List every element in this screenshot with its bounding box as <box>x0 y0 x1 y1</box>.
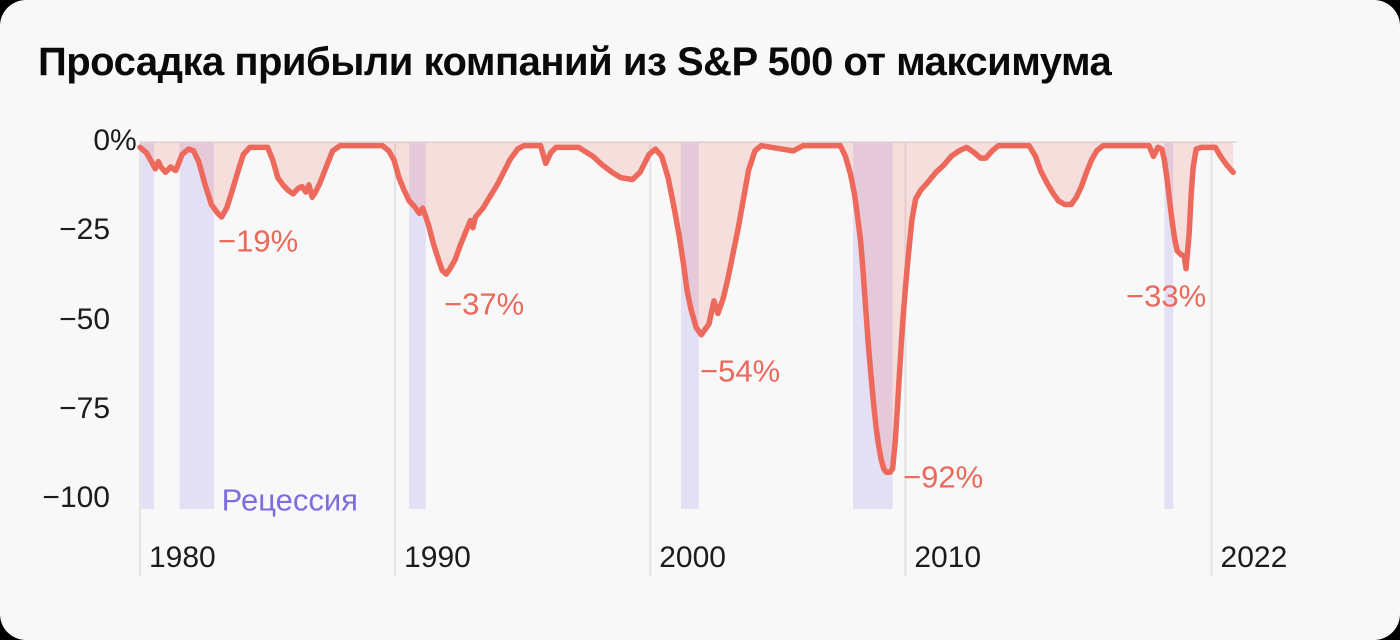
annotation-label: −33% <box>1126 278 1206 313</box>
y-tick-label--25: −25 <box>59 213 110 247</box>
recession-band <box>409 142 426 509</box>
x-tick-label-1990: 1990 <box>404 541 471 574</box>
x-tick-label-2010: 2010 <box>914 541 982 574</box>
chart-title: Просадка прибыли компаний из S&P 500 от … <box>38 40 1112 84</box>
y-tick-label--50: −50 <box>59 302 110 336</box>
y-tick-label--75: −75 <box>59 391 110 425</box>
x-tick-label-1980: 1980 <box>149 541 216 574</box>
x-tick-label-2000: 2000 <box>659 541 726 574</box>
x-tick-label-2022: 2022 <box>1220 541 1288 574</box>
recession-band <box>1164 142 1174 509</box>
recession-band <box>141 142 155 509</box>
annotation-label: −54% <box>700 353 780 388</box>
recession-band <box>853 142 893 509</box>
annotation-label: −19% <box>218 223 298 258</box>
y-tick-label-0: 0% <box>93 124 137 157</box>
drawdown-line <box>137 142 1236 475</box>
recession-band <box>680 142 699 509</box>
y-tick-suffix: % <box>110 124 137 157</box>
area-fill <box>140 142 1234 473</box>
recession-legend-label: Рецессия <box>222 483 358 518</box>
annotation-label: −92% <box>903 459 983 494</box>
y-tick-label--100: −100 <box>42 481 110 514</box>
annotation-label: −37% <box>444 287 524 322</box>
